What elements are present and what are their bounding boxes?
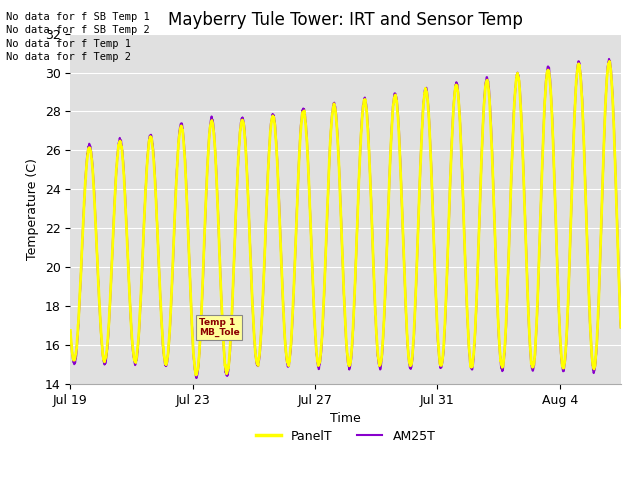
Legend: PanelT, AM25T: PanelT, AM25T [251, 425, 440, 448]
AM25T [420, 90, 428, 96]
Y-axis label: Temperature (C): Temperature (C) [26, 158, 39, 260]
PanelT [617, 324, 625, 330]
PanelT [312, 340, 319, 346]
PanelT [420, 91, 428, 97]
PanelT [606, 59, 614, 64]
PanelT [303, 137, 310, 143]
AM25T [541, 90, 549, 96]
PanelT [99, 353, 107, 359]
AM25T [617, 324, 625, 330]
AM25T [360, 100, 367, 106]
AM25T [99, 353, 107, 359]
AM25T [605, 56, 613, 62]
Text: No data for f Temp 1: No data for f Temp 1 [6, 39, 131, 49]
PanelT [193, 372, 200, 378]
PanelT [541, 92, 549, 97]
Text: No data for f SB Temp 2: No data for f SB Temp 2 [6, 25, 150, 36]
AM25T [312, 340, 319, 346]
Title: Mayberry Tule Tower: IRT and Sensor Temp: Mayberry Tule Tower: IRT and Sensor Temp [168, 11, 523, 29]
Line: AM25T: AM25T [70, 59, 621, 378]
AM25T [193, 375, 200, 381]
Text: Temp 1
MB_Tole: Temp 1 MB_Tole [199, 318, 239, 337]
X-axis label: Time: Time [330, 412, 361, 425]
Text: No data for f Temp 2: No data for f Temp 2 [6, 52, 131, 62]
Text: No data for f SB Temp 1: No data for f SB Temp 1 [6, 12, 150, 22]
AM25T [303, 137, 310, 143]
PanelT [67, 327, 74, 333]
Line: PanelT: PanelT [70, 61, 621, 375]
PanelT [360, 102, 367, 108]
AM25T [67, 330, 74, 336]
